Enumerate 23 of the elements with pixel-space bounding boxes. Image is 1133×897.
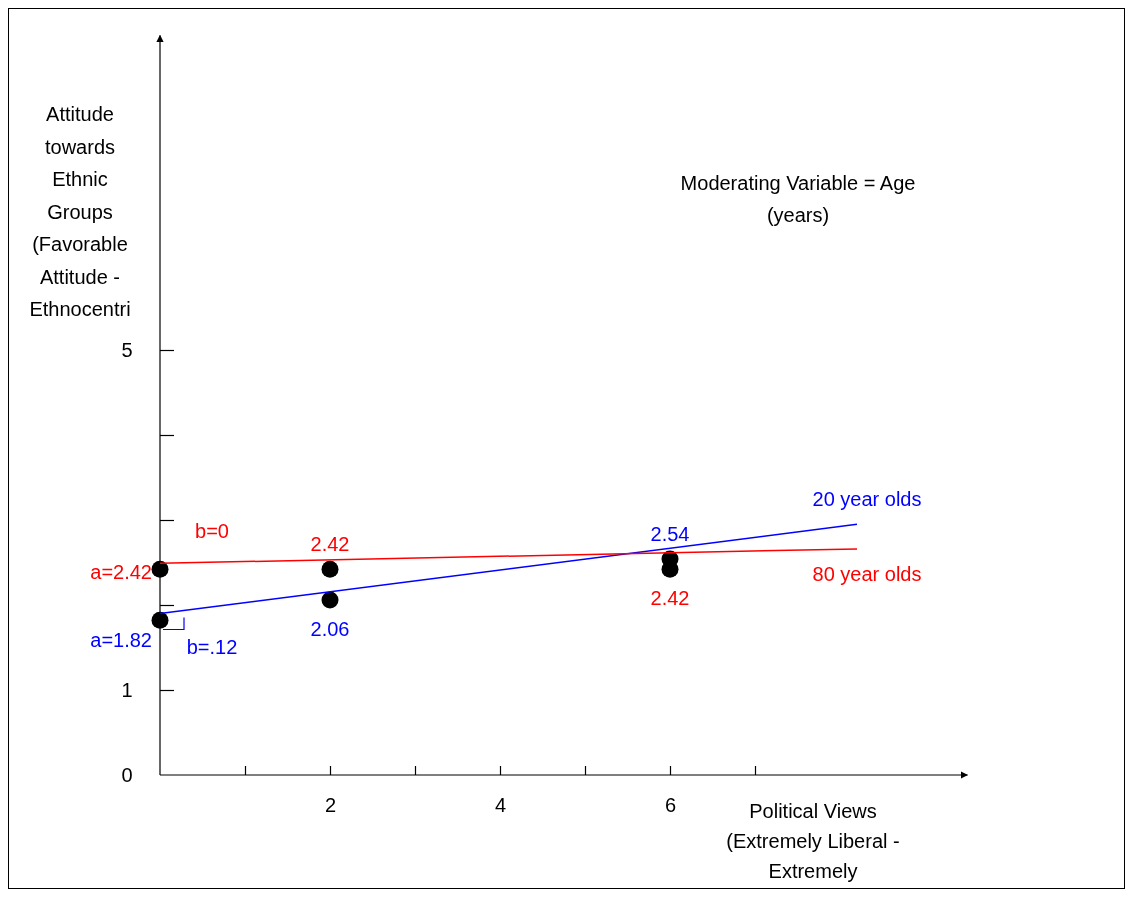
series-label: 80 year olds — [812, 562, 922, 585]
data-label: 2.42 — [650, 587, 690, 610]
data-label: 2.06 — [310, 617, 350, 640]
annotation: b=.12 — [186, 635, 238, 658]
x-tick-label: 2 — [324, 794, 337, 817]
data-label: 2.54 — [650, 523, 690, 546]
data-label: 2.42 — [310, 533, 350, 556]
y-tick-label: 0 — [121, 763, 133, 786]
annotation: b=0 — [195, 520, 229, 543]
x-tick-label: 4 — [494, 794, 507, 817]
y-tick-label: 5 — [121, 338, 133, 361]
series-label: 20 year olds — [812, 488, 922, 511]
data-label: a=1.82 — [90, 629, 152, 652]
x-tick-label: 6 — [664, 794, 677, 817]
point — [151, 560, 169, 578]
x-axis-title: Political Views (Extremely Liberal - Extremely — [726, 800, 900, 882]
data-label: a=2.42 — [90, 561, 152, 584]
y-tick-label: 1 — [121, 678, 133, 701]
y-axis-title: Attitude towards Ethnic Groups (Favorable Attitude - Ethnocentri — [29, 103, 131, 320]
point — [151, 611, 169, 629]
annotation: Moderating Variable = Age (years) — [680, 172, 916, 226]
point — [321, 591, 339, 609]
point — [321, 560, 339, 578]
